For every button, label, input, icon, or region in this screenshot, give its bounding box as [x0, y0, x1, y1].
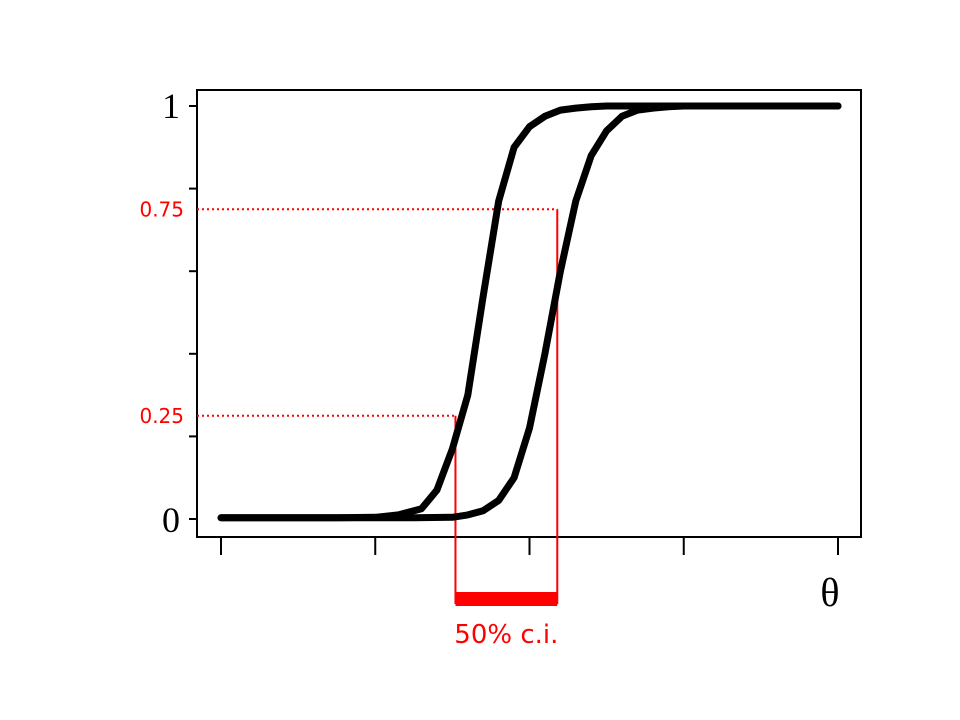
curve-1	[217, 102, 842, 522]
y-tick-label-1: 1	[162, 86, 180, 126]
interval-label: 50% c.i.	[454, 620, 558, 650]
interval-bar	[455, 592, 558, 606]
x-axis-ticks	[220, 537, 839, 555]
reference-label-0.25: 0.25	[139, 404, 184, 428]
y-tick-label-0: 0	[162, 500, 180, 540]
confidence-interval: 50% c.i.	[454, 592, 558, 650]
curves	[217, 102, 842, 522]
curve-2	[217, 102, 842, 522]
y-axis-ticks	[189, 105, 197, 520]
x-axis-label: θ	[820, 570, 839, 615]
reference-label-0.75: 0.75	[139, 197, 184, 221]
reference-lines: 0.75 0.25	[139, 197, 559, 604]
plot-frame	[196, 89, 862, 538]
